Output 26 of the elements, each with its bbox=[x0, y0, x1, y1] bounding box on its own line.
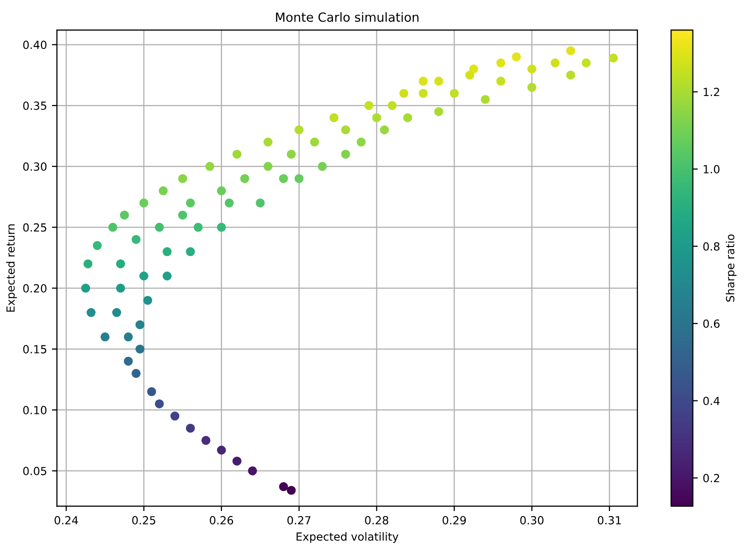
y-tick-label: 0.05 bbox=[23, 466, 46, 476]
color-bar-title: Sharpe ratio bbox=[726, 234, 737, 302]
color-bar-label: 1.0 bbox=[704, 165, 720, 174]
x-tick-label: 0.29 bbox=[442, 516, 466, 524]
y-axis-title: Expected return bbox=[6, 224, 17, 312]
color-bar-label: 0.2 bbox=[703, 474, 720, 482]
y-tick-label: 0.35 bbox=[23, 102, 46, 110]
x-tick-label: 0.24 bbox=[54, 516, 78, 524]
x-tick-label: 0.30 bbox=[520, 516, 544, 524]
y-tick-label: 0.30 bbox=[23, 162, 46, 171]
x-tick-label: 0.25 bbox=[132, 516, 156, 524]
y-tick-label: 0.10 bbox=[23, 406, 46, 414]
color-bar-label: 0.4 bbox=[703, 396, 720, 406]
x-tick-label: 0.27 bbox=[287, 516, 310, 524]
color-bar-label: 0.8 bbox=[703, 242, 720, 251]
x-tick-label: 0.26 bbox=[210, 516, 234, 524]
y-tick-label: 0.25 bbox=[23, 223, 46, 232]
color-bar-label: 1.2 bbox=[704, 88, 720, 96]
color-bar-label: 0.6 bbox=[703, 319, 720, 328]
x-tick-label: 0.31 bbox=[598, 516, 621, 524]
y-tick-label: 0.20 bbox=[23, 284, 46, 293]
chart-title: Monte Carlo simulation bbox=[276, 12, 418, 22]
x-tick-label: 0.28 bbox=[365, 516, 388, 524]
y-tick-label: 0.15 bbox=[23, 345, 46, 354]
x-axis-title: Expected volatility bbox=[296, 532, 398, 543]
y-tick-label: 0.40 bbox=[23, 40, 46, 50]
